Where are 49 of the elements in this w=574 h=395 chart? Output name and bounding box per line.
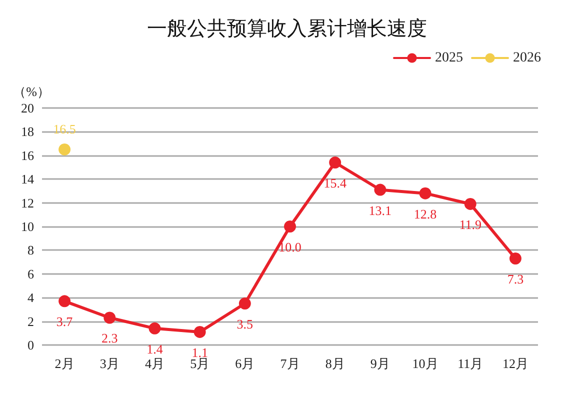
data-label: 13.1 [368, 202, 392, 218]
legend-label: 2026 [513, 50, 541, 66]
y-tick-label: 6 [28, 266, 34, 282]
data-label: 2.3 [102, 330, 118, 346]
y-tick-label: 4 [28, 290, 34, 306]
point [238, 298, 251, 310]
x-tick-label: 6月 [235, 356, 255, 371]
y-tick-label: 0 [28, 338, 34, 352]
point [104, 312, 116, 324]
point [284, 220, 296, 232]
y-tick-label: 2 [28, 314, 34, 329]
y-tick-label: 10 [21, 219, 34, 234]
y-tick-label: 18 [21, 124, 34, 140]
x-tick-label: 7月 [280, 356, 300, 371]
data-label: 3.7 [56, 314, 74, 330]
y-axis-title: （%） [13, 84, 50, 99]
point [329, 156, 342, 169]
point [58, 295, 71, 308]
data-label: 16.5 [53, 121, 76, 136]
x-tick-label: 10月 [412, 356, 438, 371]
x-tick-label: 12月 [502, 356, 528, 371]
point [419, 187, 432, 200]
data-label: 11.9 [459, 216, 482, 232]
x-tick-label: 4月 [144, 356, 164, 371]
y-tick-label: 16 [21, 148, 34, 163]
x-tick-label: 5月 [190, 356, 210, 371]
data-label: 10.0 [278, 240, 302, 254]
y-tick-label: 8 [28, 242, 34, 258]
y-tick-label: 20 [21, 100, 34, 116]
x-tick-label: 11月 [458, 356, 484, 371]
chart-title: 一般公共预算收入累计增长速度 [147, 18, 427, 40]
point [148, 322, 161, 334]
point [58, 143, 71, 156]
point [509, 252, 522, 264]
y-tick-label: 14 [21, 172, 34, 187]
point [374, 184, 386, 196]
x-tick-label: 8月 [325, 356, 345, 371]
data-label: 1.4 [146, 341, 164, 356]
point [464, 198, 476, 210]
data-label: 3.5 [236, 316, 254, 332]
point [194, 326, 206, 338]
data-label: 12.8 [414, 206, 437, 222]
x-tick-label: 2月 [54, 356, 74, 371]
data-label: 15.4 [324, 176, 347, 191]
x-tick-label: 3月 [100, 356, 120, 371]
legend-label: 2025 [435, 50, 463, 66]
data-label: 7.3 [507, 271, 524, 286]
y-tick-label: 12 [21, 195, 34, 210]
x-tick-label: 9月 [370, 356, 390, 371]
